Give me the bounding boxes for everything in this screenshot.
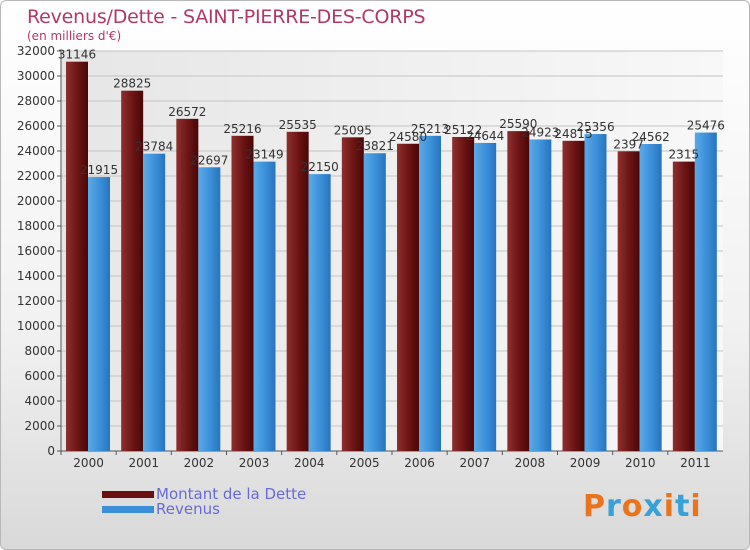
data-label-revenus: 23821	[356, 139, 394, 153]
logo-letter: i	[663, 489, 676, 524]
bar-dette	[66, 61, 88, 452]
bar-dette	[341, 137, 364, 451]
y-tick-label: 10000	[17, 319, 55, 333]
x-tick-label: 2011	[680, 456, 711, 470]
bar-dette	[617, 151, 640, 451]
y-tick-label: 18000	[17, 219, 55, 233]
bar-dette	[507, 131, 530, 451]
y-tick-label: 14000	[17, 269, 55, 283]
bar-revenus	[308, 174, 331, 451]
chart-title: Revenus/Dette - SAINT-PIERRE-DES-CORPS	[27, 6, 426, 28]
logo-letter: o	[621, 489, 644, 524]
y-tick-label: 22000	[17, 169, 55, 183]
bar-revenus	[363, 153, 386, 452]
data-label-dette: 28825	[113, 77, 151, 91]
y-tick-label: 32000	[17, 44, 55, 58]
data-label-revenus: 25213	[411, 122, 449, 136]
data-label-revenus: 21915	[80, 163, 118, 177]
data-label-dette: 25216	[223, 122, 261, 136]
legend-swatch-revenus	[102, 506, 154, 513]
data-label-revenus: 23149	[245, 148, 283, 162]
y-tick-label: 0	[47, 444, 55, 458]
y-tick-label: 8000	[24, 344, 55, 358]
x-tick-label: 2007	[459, 456, 490, 470]
bar-dette	[562, 140, 585, 451]
data-label-dette: 2315	[669, 148, 700, 162]
logo-letter: P	[583, 489, 606, 524]
x-tick-label: 2008	[515, 456, 546, 470]
logo-letter: x	[643, 489, 664, 524]
data-label-revenus: 24644	[466, 129, 504, 143]
x-tick-label: 2006	[404, 456, 435, 470]
data-label-dette: 31146	[58, 48, 96, 62]
bar-dette	[176, 118, 199, 451]
bar-dette	[452, 136, 475, 451]
y-tick-label: 16000	[17, 244, 55, 258]
data-label-dette: 25095	[334, 123, 372, 137]
data-label-revenus: 23784	[135, 140, 173, 154]
x-tick-label: 2000	[73, 456, 104, 470]
data-label-dette: 25122	[444, 123, 482, 137]
y-tick-label: 2000	[24, 419, 55, 433]
y-tick-label: 20000	[17, 194, 55, 208]
bar-dette	[672, 161, 695, 451]
data-label-dette: 24815	[554, 127, 592, 141]
logo-letter: r	[606, 489, 622, 524]
x-tick-label: 2009	[570, 456, 601, 470]
data-label-revenus: 24923	[521, 125, 559, 139]
bar-revenus	[419, 135, 441, 451]
logo-letter: t	[675, 489, 691, 524]
y-tick-label: 24000	[17, 144, 55, 158]
bar-revenus	[253, 161, 276, 451]
data-label-revenus: 24562	[632, 130, 670, 144]
legend-swatch-dette	[102, 491, 154, 498]
data-label-dette: 25590	[499, 117, 537, 131]
data-label-dette: 24580	[389, 130, 427, 144]
y-tick-label: 4000	[24, 394, 55, 408]
bar-dette	[286, 131, 309, 451]
logo-letter: i	[690, 489, 702, 524]
data-label-dette: 26572	[168, 105, 206, 119]
y-tick-label: 28000	[17, 94, 55, 108]
bar-dette	[121, 90, 144, 451]
unit-label: (en milliers d'€)	[27, 29, 122, 43]
bar-revenus	[474, 142, 497, 451]
bar-revenus	[584, 134, 607, 452]
y-tick-label: 6000	[24, 369, 55, 383]
legend-label-revenus: Revenus	[156, 500, 220, 518]
x-tick-label: 2004	[294, 456, 325, 470]
data-label-revenus: 22697	[190, 153, 228, 167]
bar-revenus	[88, 177, 110, 451]
bar-revenus	[694, 132, 717, 452]
bar-revenus	[143, 153, 166, 451]
x-tick-label: 2010	[625, 456, 656, 470]
bar-revenus	[198, 167, 221, 451]
y-tick-label: 26000	[17, 119, 55, 133]
legend-label-dette: Montant de la Dette	[156, 485, 307, 503]
y-tick-label: 12000	[17, 294, 55, 308]
x-tick-label: 2005	[349, 456, 380, 470]
data-label-revenus: 22150	[301, 160, 339, 174]
bar-dette	[397, 143, 419, 451]
data-label-dette: 2397	[613, 137, 644, 151]
data-label-dette: 25535	[279, 118, 317, 132]
bar-revenus	[639, 143, 662, 451]
proxiti-logo: Proxiti	[583, 489, 702, 524]
y-tick-label: 30000	[17, 69, 55, 83]
bar-revenus	[529, 139, 552, 451]
bar-dette	[231, 135, 254, 452]
data-label-revenus: 25356	[576, 120, 614, 134]
data-label-revenus: 25476	[687, 119, 725, 133]
x-tick-label: 2003	[239, 456, 270, 470]
x-tick-label: 2002	[184, 456, 215, 470]
x-tick-label: 2001	[128, 456, 159, 470]
